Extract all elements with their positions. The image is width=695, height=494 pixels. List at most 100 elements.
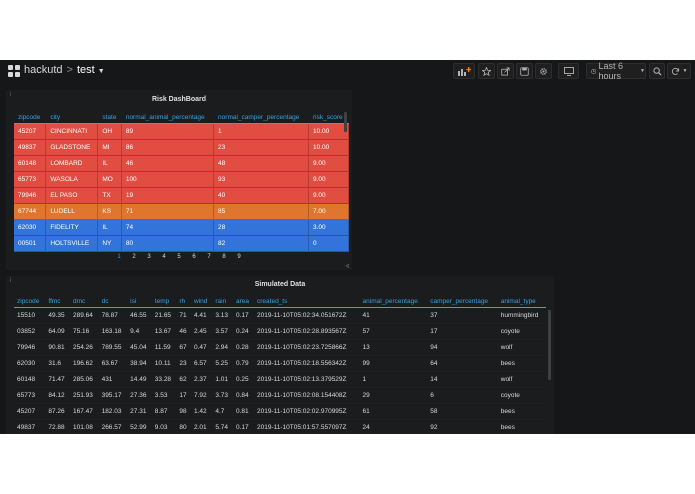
time-picker-button[interactable]: Last 6 hours ▼: [586, 61, 646, 81]
table-cell: WASOLA: [46, 172, 99, 188]
page-link[interactable]: 9: [237, 254, 241, 260]
column-header[interactable]: created_ts: [254, 296, 360, 308]
table-row: 62030 31.6 196.62 63.67 38.94 10.11 23 6.57 5.25…: [14, 356, 546, 372]
column-header[interactable]: wind: [191, 296, 213, 308]
table-cell: 182.03: [98, 404, 128, 420]
table-cell: 0.79: [233, 356, 254, 372]
top-navbar: hackutd > test ▼ Last 6 hours ▼: [0, 60, 695, 82]
resize-handle-icon[interactable]: ∢: [344, 264, 350, 270]
table-cell: FIDELITY: [46, 220, 99, 236]
table-cell: 2.94: [212, 340, 233, 356]
panel-info-icon[interactable]: i: [10, 92, 12, 98]
table-cell: 3.73: [212, 388, 233, 404]
column-header[interactable]: dmc: [69, 296, 99, 308]
breadcrumb-folder[interactable]: hackutd: [24, 64, 63, 76]
column-header[interactable]: normal_animal_percentage: [121, 112, 215, 124]
column-header[interactable]: animal_type: [497, 296, 546, 308]
column-header[interactable]: ffmc: [45, 296, 70, 308]
table-cell: 1.01: [212, 372, 233, 388]
save-button[interactable]: [516, 63, 533, 79]
table-cell: 71: [121, 204, 215, 220]
table-cell: 15510: [14, 308, 46, 324]
panel-info-icon[interactable]: i: [10, 278, 12, 284]
page-link[interactable]: 1: [117, 254, 121, 260]
table-cell: 2019-11-10T05:02:08.154408Z: [254, 388, 360, 404]
column-header[interactable]: zipcode: [14, 296, 46, 308]
pagination: 1 2 3 4 5 6 7 8 9: [6, 254, 352, 260]
table-cell: 60148: [14, 372, 46, 388]
table-cell: 31.6: [45, 356, 70, 372]
column-header[interactable]: temp: [151, 296, 177, 308]
tv-mode-button[interactable]: [558, 63, 579, 79]
table-row: 60148 LOMBARD IL 46 48 9.00: [14, 156, 349, 172]
refresh-button[interactable]: ▼: [667, 63, 691, 79]
table-cell: 65773: [14, 388, 46, 404]
column-header[interactable]: risk_score: [308, 112, 349, 124]
page-link[interactable]: 4: [162, 254, 166, 260]
table-cell: 3.13: [212, 308, 233, 324]
table-scrollbar[interactable]: [344, 112, 347, 132]
table-cell: 86: [121, 140, 215, 156]
table-cell: 46.55: [127, 308, 152, 324]
page-link[interactable]: 8: [222, 254, 226, 260]
star-button[interactable]: [478, 63, 495, 79]
table-cell: 2.01: [191, 420, 212, 434]
table-cell: 285.06: [69, 372, 99, 388]
panel-title[interactable]: Risk DashBoard: [151, 96, 207, 103]
table-cell: 7.92: [191, 388, 213, 404]
table-scrollbar[interactable]: [548, 310, 551, 380]
table-cell: 49837: [14, 420, 45, 434]
column-header[interactable]: dc: [98, 296, 128, 308]
table-cell: 4.41: [191, 308, 213, 324]
table-cell: 2019-11-10T05:01:57.557097Z: [254, 420, 360, 434]
zoom-out-button[interactable]: [649, 63, 665, 79]
table-cell: EL PASO: [46, 188, 99, 204]
page-link[interactable]: 2: [132, 254, 136, 260]
page-link[interactable]: 6: [192, 254, 196, 260]
table-cell: 71.47: [45, 372, 70, 388]
table-cell: 24: [360, 420, 428, 434]
caret-down-icon[interactable]: ▼: [97, 68, 105, 75]
grid-logo-icon[interactable]: [8, 65, 20, 77]
column-header[interactable]: state: [98, 112, 122, 124]
column-header[interactable]: city: [46, 112, 99, 124]
share-button[interactable]: [497, 63, 514, 79]
table-row: 03852 64.09 75.16 163.18 9.4 13.67 46 2.45 3.57 0…: [14, 324, 546, 340]
page-link[interactable]: 7: [207, 254, 211, 260]
table-row: 45207 CINCINNATI OH 89 1 10.00: [14, 124, 349, 140]
table-cell: 45207: [14, 404, 46, 420]
table-cell: 266.57: [99, 420, 128, 434]
page-link[interactable]: 5: [177, 254, 181, 260]
table-cell: 64: [427, 356, 498, 372]
table-cell: 6.57: [191, 356, 213, 372]
table-cell: NY: [98, 236, 122, 252]
table-cell: 87.26: [45, 404, 70, 420]
table-cell: 2019-11-10T05:02:13.379529Z: [254, 372, 360, 388]
column-header[interactable]: area: [233, 296, 254, 308]
panel-title[interactable]: Simulated Data: [254, 281, 306, 288]
table-cell: wolf: [497, 340, 546, 356]
table-cell: 80: [121, 236, 215, 252]
table-cell: 46: [121, 156, 215, 172]
page-link[interactable]: 3: [147, 254, 151, 260]
column-header[interactable]: isi: [127, 296, 152, 308]
table-cell: 14.49: [127, 372, 152, 388]
time-range-label: Last 6 hours: [598, 61, 623, 81]
table-cell: 6: [427, 388, 498, 404]
column-header[interactable]: camper_percentage: [427, 296, 498, 308]
table-cell: 80: [176, 420, 191, 434]
table-cell: coyote: [497, 324, 546, 340]
table-cell: 19: [121, 188, 215, 204]
table-cell: 167.47: [69, 404, 99, 420]
table-row: 79946 90.81 254.26 789.55 45.04 11.59 67 0.47 2.…: [14, 340, 546, 356]
table-cell: 395.17: [98, 388, 128, 404]
add-panel-button[interactable]: [453, 63, 475, 79]
table-cell: 62030: [14, 220, 47, 236]
column-header[interactable]: zipcode: [14, 112, 47, 124]
column-header[interactable]: animal_percentage: [359, 296, 428, 308]
column-header[interactable]: rain: [212, 296, 233, 308]
column-header[interactable]: rh: [176, 296, 191, 308]
column-header[interactable]: normal_camper_percentage: [214, 112, 309, 124]
breadcrumb-dashboard[interactable]: test: [76, 64, 95, 76]
settings-button[interactable]: [535, 63, 552, 79]
